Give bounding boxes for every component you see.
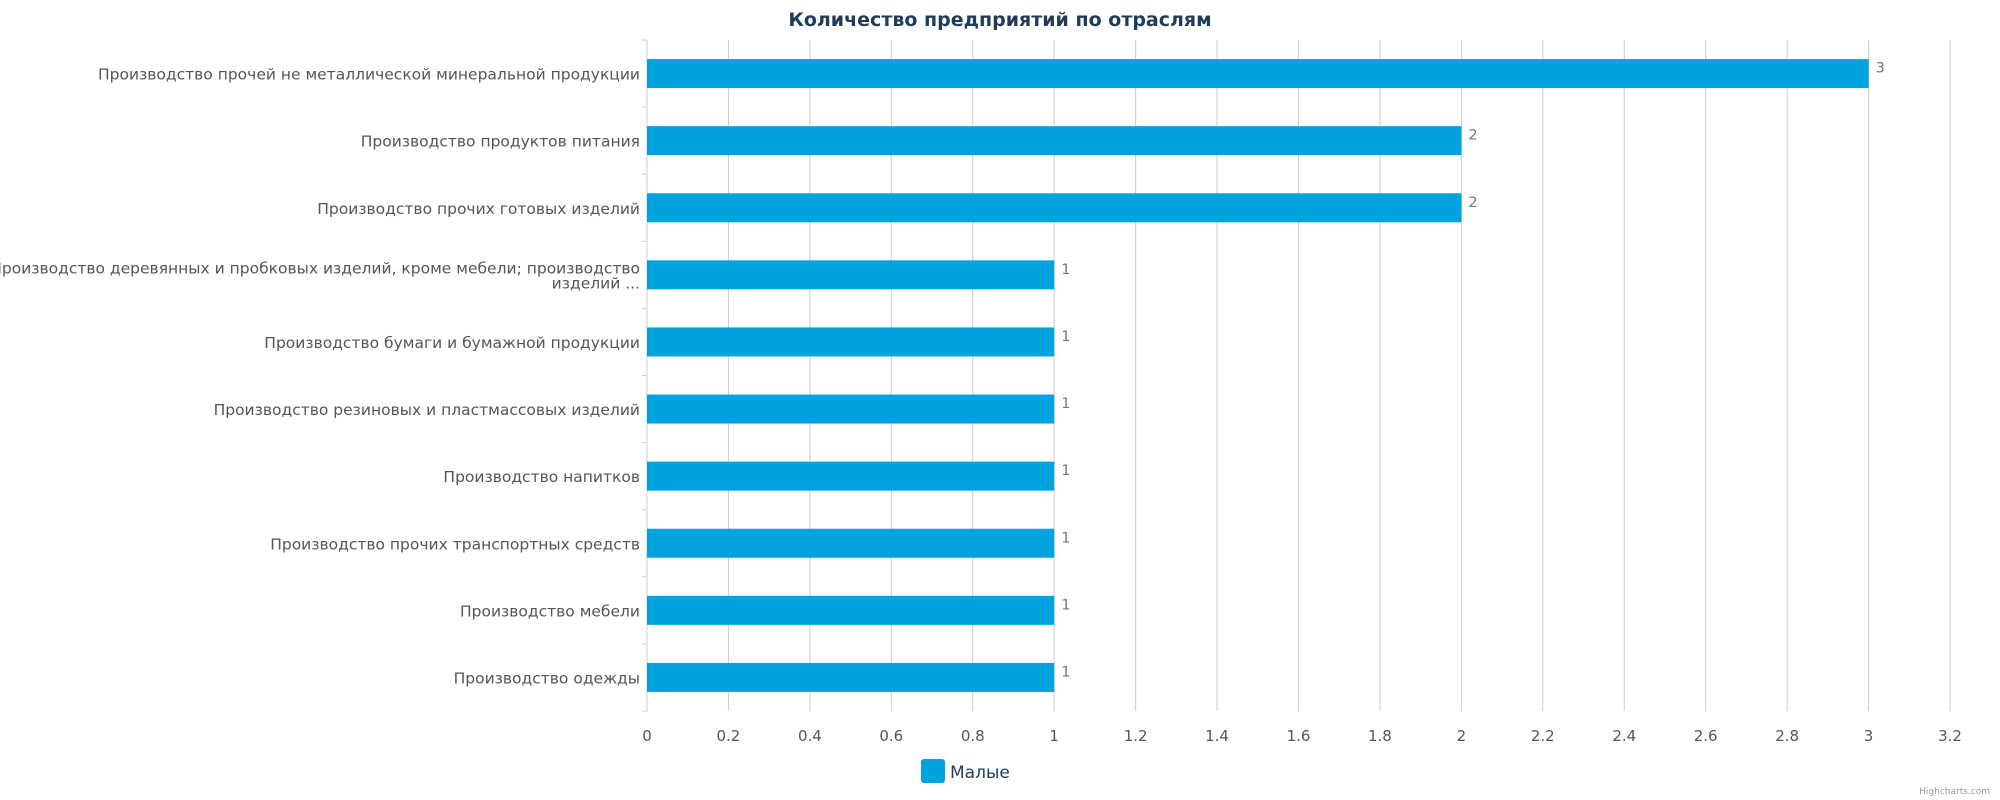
bar[interactable] (647, 327, 1055, 357)
category-label: Производство прочих транспортных средств (270, 535, 640, 553)
x-tick-label: 1.6 (1287, 727, 1311, 745)
bar[interactable] (647, 595, 1055, 625)
category-label-line: Производство мебели (460, 602, 640, 620)
chart-title: Количество предприятий по отраслям (788, 9, 1211, 31)
x-tick-label: 0 (642, 727, 652, 745)
x-tick-label: 3 (1864, 727, 1874, 745)
category-label: Производство напитков (443, 468, 640, 486)
x-tick-label: 2.8 (1775, 727, 1799, 745)
data-label: 2 (1468, 195, 1477, 211)
x-tick-label: 2 (1457, 727, 1467, 745)
bar[interactable] (647, 528, 1055, 558)
x-axis-tick-labels: 0 0.2 0.4 0.6 0.8 1 1.2 1.4 1.6 1.8 2 2.2 2.4 2.6 2.8 3… (642, 727, 1962, 745)
x-tick-label: 1.2 (1124, 727, 1148, 745)
category-label-line: Производство продуктов питания (361, 133, 640, 151)
category-label: Производство одежды (454, 669, 640, 687)
data-label: 1 (1061, 463, 1070, 479)
x-tick-label: 0.8 (961, 727, 985, 745)
category-label-line: Производство резиновых и пластмассовых и… (214, 401, 640, 419)
category-label: Производство прочей не металлической мин… (98, 66, 640, 84)
category-label-line: Производство прочей не металлической мин… (98, 66, 640, 84)
category-label-line: Производство прочих транспортных средств (270, 535, 640, 553)
x-tick-label: 1.8 (1368, 727, 1392, 745)
data-label: 1 (1061, 396, 1070, 412)
category-label-line: Производство деревянных и пробковых изде… (0, 259, 640, 277)
bar[interactable] (647, 59, 1869, 89)
bar[interactable] (647, 126, 1462, 156)
category-label-line: изделий ... (552, 274, 640, 292)
category-label: Производство мебели (460, 602, 640, 620)
category-label: Производство прочих готовых изделий (317, 200, 640, 218)
bar[interactable] (647, 461, 1055, 491)
x-tick-label: 0.6 (879, 727, 903, 745)
x-tick-label: 0.4 (798, 727, 822, 745)
category-label: Производство продуктов питания (361, 133, 640, 151)
category-axis (642, 39, 648, 712)
bar[interactable] (647, 394, 1055, 424)
data-label: 1 (1061, 530, 1070, 546)
bars (647, 59, 1869, 692)
x-tick-label: 3.2 (1938, 727, 1962, 745)
x-tick-label: 2.6 (1694, 727, 1718, 745)
category-label: Производство деревянных и пробковых изде… (0, 259, 640, 292)
category-label-line: Производство бумаги и бумажной продукции (264, 334, 640, 352)
data-label: 1 (1061, 664, 1070, 680)
data-label: 3 (1876, 61, 1885, 77)
data-label: 1 (1061, 262, 1070, 278)
x-tick-label: 0.2 (717, 727, 741, 745)
data-label: 1 (1061, 597, 1070, 613)
category-labels: Производство прочей не металлической мин… (0, 66, 640, 688)
x-tick-label: 1.4 (1205, 727, 1229, 745)
data-label: 1 (1061, 329, 1070, 345)
category-label: Производство резиновых и пластмассовых и… (214, 401, 640, 419)
data-labels: 3 2 2 1 1 1 1 1 1 1 (1061, 61, 1885, 681)
data-label: 2 (1468, 128, 1477, 144)
x-tick-label: 2.4 (1612, 727, 1636, 745)
legend-item-malye[interactable]: Малые (921, 759, 1010, 783)
legend-label: Малые (950, 763, 1010, 783)
category-label-line: Производство одежды (454, 669, 640, 687)
category-label-line: Производство прочих готовых изделий (317, 200, 640, 218)
bar[interactable] (647, 662, 1055, 692)
category-label: Производство бумаги и бумажной продукции (264, 334, 640, 352)
bar[interactable] (647, 193, 1462, 223)
x-tick-label: 1 (1049, 727, 1059, 745)
bar[interactable] (647, 260, 1055, 290)
legend-swatch (921, 759, 945, 783)
x-tick-label: 2.2 (1531, 727, 1555, 745)
category-label-line: Производство напитков (443, 468, 640, 486)
credits-link[interactable]: Highcharts.com (1919, 787, 1990, 797)
